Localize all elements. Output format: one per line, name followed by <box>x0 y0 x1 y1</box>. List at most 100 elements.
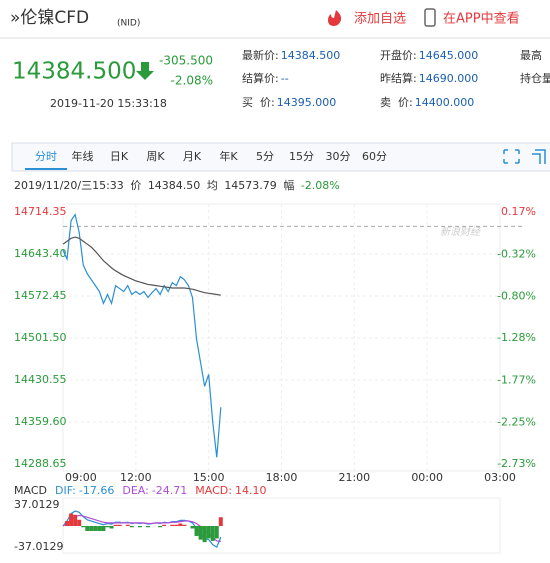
y2-tick-label: -1.28% <box>497 331 536 344</box>
info-avg-label: 均 <box>207 179 218 192</box>
tab[interactable]: 60分 <box>362 150 387 163</box>
macd-bar <box>109 526 114 529</box>
macd-bar <box>105 526 110 528</box>
y-tick-label: 14501.50 <box>14 331 67 344</box>
macd-bar <box>170 524 175 526</box>
tab[interactable]: 15分 <box>289 150 314 163</box>
tab-icons[interactable] <box>503 149 546 164</box>
tab[interactable]: 5分 <box>256 150 274 163</box>
macd-bar <box>69 513 74 526</box>
watermark: 新浪财经 <box>440 226 481 238</box>
info-time: 2019/11/20/三15:33 <box>14 179 124 192</box>
field-label: 持仓量 <box>520 71 550 85</box>
y-tick-label: 14714.35 <box>14 205 67 218</box>
macd-bar <box>85 526 90 531</box>
change-pct: -2.08% <box>171 74 213 88</box>
x-tick-label: 18:00 <box>266 471 298 484</box>
y2-tick-label: -0.80% <box>497 289 536 302</box>
field: 持仓量 <box>520 71 550 85</box>
macd-bar <box>190 526 195 529</box>
field: 卖 价: 14400.000 <box>380 96 474 109</box>
down-arrow <box>136 62 154 80</box>
field: 买 价: 14395.000 <box>242 96 336 109</box>
macd-bar <box>81 526 86 528</box>
y-tick-label: 14430.55 <box>14 373 67 386</box>
field-value: 14400.000 <box>415 96 475 109</box>
x-tick-label: 15:00 <box>193 471 225 484</box>
macd-y-label: -37.0129 <box>14 540 63 553</box>
macd-bar <box>77 519 82 526</box>
quote-time: 2019-11-20 15:33:18 <box>50 97 167 110</box>
macd-bar <box>93 526 98 531</box>
y2-tick-label: -0.32% <box>497 248 536 261</box>
y2-tick-label: -2.73% <box>497 457 536 470</box>
macd-bar <box>65 521 70 526</box>
series-line <box>62 213 222 458</box>
y-tick-label: 14572.45 <box>14 289 67 302</box>
price: 14384.500 <box>12 59 136 85</box>
change: -305.500 <box>159 54 213 68</box>
macd-bar <box>194 526 199 536</box>
x-tick-label: 09:00 <box>65 471 97 484</box>
field-label: 最新价: <box>242 48 279 62</box>
field: 昨结算: 14690.000 <box>380 71 478 85</box>
macd-y-label: 37.0129 <box>14 498 60 511</box>
legend-name: DIF: <box>55 484 76 497</box>
field-label: 开盘价: <box>380 48 417 62</box>
macd-bar <box>158 526 163 528</box>
field-value: 14395.000 <box>277 96 337 109</box>
macd-bar <box>89 526 94 531</box>
y2-tick-label: -1.77% <box>497 374 536 387</box>
field-label: 最高 <box>520 48 542 62</box>
legend-name: DEA: <box>122 484 148 497</box>
field-value: 14645.000 <box>419 49 479 62</box>
macd-bar <box>214 526 219 539</box>
info-price: 14384.50 <box>148 179 201 192</box>
field: 最新价: 14384.500 <box>242 48 340 62</box>
legend-value: -24.71 <box>152 484 187 497</box>
action-add[interactable]: 添加自选 <box>354 12 406 27</box>
action-app[interactable]: 在APP中查看 <box>443 11 520 27</box>
legend-value: 14.10 <box>235 484 267 497</box>
info-range: -2.08% <box>301 179 340 192</box>
macd-bar <box>178 523 183 526</box>
macd-bar <box>218 517 223 526</box>
tab-bar <box>11 142 550 172</box>
y-tick-label: 14643.40 <box>14 247 67 260</box>
legend-value: -17.66 <box>79 484 114 497</box>
field: 最高 <box>520 48 542 62</box>
macd-bar <box>101 526 106 531</box>
field-value: 14690.000 <box>419 72 479 85</box>
title: »伦镍CFD <box>10 8 89 28</box>
field-value: 14384.500 <box>281 49 341 62</box>
y2-tick-label: 0.17% <box>501 205 536 218</box>
tab[interactable]: 周K <box>146 150 165 163</box>
legend-name: MACD: <box>195 484 232 497</box>
add-icon <box>328 10 342 26</box>
tab[interactable]: 年K <box>219 149 238 163</box>
tab[interactable]: 月K <box>183 150 202 163</box>
field-label: 买 价: <box>242 96 275 109</box>
macd-bar <box>113 524 118 526</box>
tab[interactable]: 30分 <box>326 150 351 163</box>
code: (NID) <box>117 19 140 29</box>
series-line <box>62 514 221 542</box>
phone-icon <box>424 8 436 27</box>
tab[interactable]: 年线 <box>72 149 94 163</box>
tab[interactable]: 日K <box>110 150 129 163</box>
info-line: 2019/11/20/三15:33 价 14384.50 均 14573.79 … <box>14 179 340 192</box>
field-label: 卖 价: <box>380 96 413 109</box>
tab[interactable]: 分时 <box>35 150 57 163</box>
macd-bar <box>210 526 215 541</box>
macd-bar <box>174 524 179 526</box>
field: 结算价: -- <box>242 71 289 85</box>
macd-bar <box>129 526 134 528</box>
x-tick-label: 03:00 <box>484 471 516 484</box>
macd-bar <box>162 524 167 526</box>
macd-bar <box>202 526 207 543</box>
x-tick-label: 00:00 <box>411 471 443 484</box>
macd-bar <box>182 524 187 526</box>
field-label: 昨结算: <box>380 71 417 85</box>
field: 开盘价: 14645.000 <box>380 48 478 62</box>
